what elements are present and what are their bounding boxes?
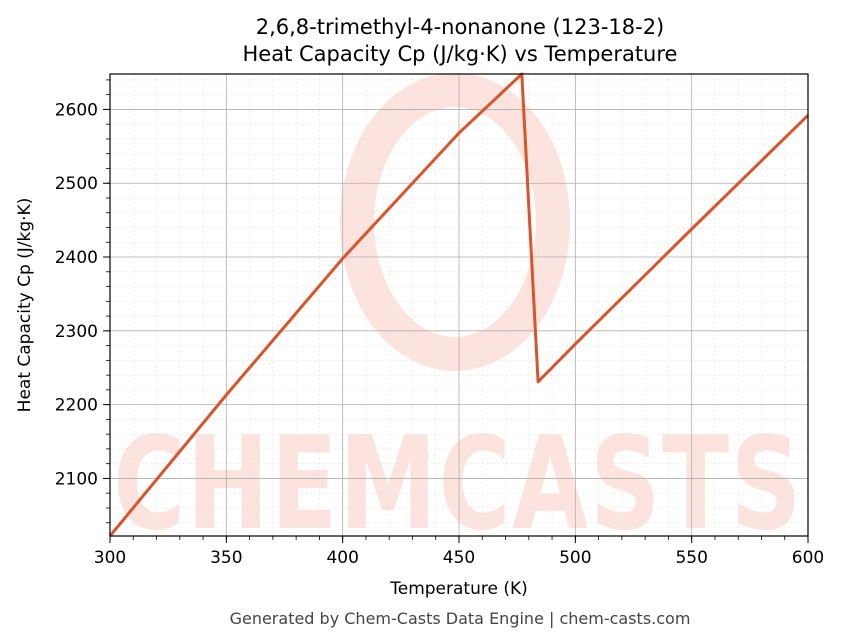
x-axis-label: Temperature (K) — [389, 579, 528, 599]
chart-subtitle: Heat Capacity Cp (J/kg·K) vs Temperature — [243, 42, 678, 66]
y-tick-label: 2500 — [55, 174, 98, 194]
x-tick-label: 400 — [326, 548, 358, 568]
x-tick-label: 500 — [559, 548, 591, 568]
x-tick-label: 600 — [792, 548, 824, 568]
y-tick-label: 2300 — [55, 322, 98, 342]
footer-credit: Generated by Chem-Casts Data Engine | ch… — [230, 609, 691, 628]
watermark-c-icon — [340, 73, 570, 371]
watermark-text: CHEMCASTS — [113, 410, 803, 559]
x-tick-label: 300 — [94, 548, 126, 568]
chart-title: 2,6,8-trimethyl-4-nonanone (123-18-2) — [256, 15, 665, 39]
y-tick-label: 2400 — [55, 248, 98, 268]
y-tick-label: 2600 — [55, 100, 98, 120]
y-axis-ticks: 2100 2200 2300 2400 2500 2600 — [55, 79, 110, 524]
y-tick-label: 2200 — [55, 396, 98, 416]
chemcasts-watermark: CHEMCASTS — [113, 73, 803, 559]
x-tick-label: 350 — [210, 548, 242, 568]
x-tick-label: 450 — [443, 548, 475, 568]
y-tick-label: 2100 — [55, 469, 98, 489]
y-axis-label: Heat Capacity Cp (J/kg·K) — [15, 198, 35, 413]
x-axis-ticks: 300 350 400 450 500 550 600 — [94, 536, 824, 568]
x-tick-label: 550 — [675, 548, 707, 568]
